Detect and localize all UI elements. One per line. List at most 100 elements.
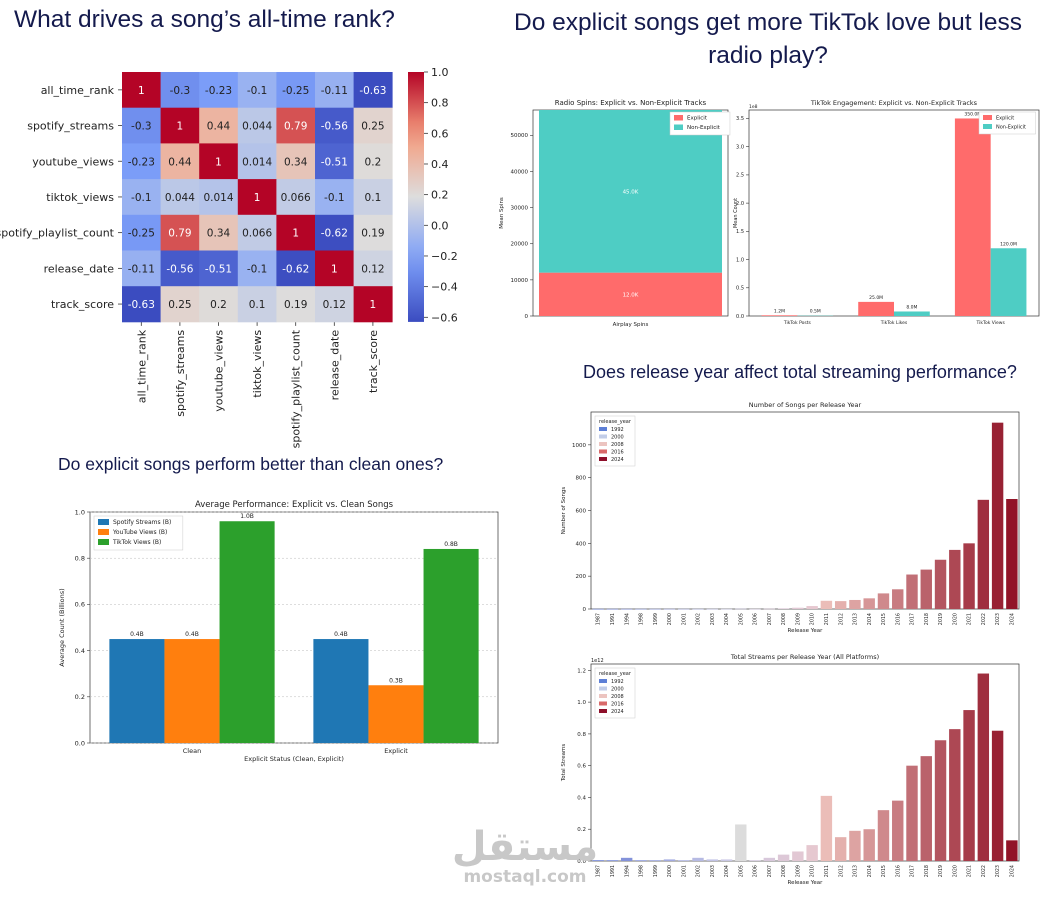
y-tick-label: 0.8 [577, 732, 586, 738]
heatmap-cell-label: 0.79 [284, 121, 307, 133]
year-bar [963, 710, 975, 861]
legend-label: 2024 [611, 457, 624, 463]
year-bar [720, 608, 733, 610]
year-bar [877, 810, 890, 861]
heatmap-col-label: track_score [367, 330, 380, 393]
x-tick-label: 1998 [639, 865, 645, 877]
x-tick-label: 2007 [767, 613, 773, 625]
heatmap-cell-label: -0.56 [166, 263, 193, 275]
year-bar [920, 756, 932, 861]
heatmap-cell-label: 0.25 [168, 299, 191, 311]
year-bar [977, 673, 990, 861]
x-tick-label: 2004 [724, 865, 730, 877]
bar-value-label: 8.0M [906, 304, 917, 310]
x-tick-label: 2023 [995, 865, 1001, 877]
x-tick-label: 1999 [653, 865, 659, 877]
x-tick-label: 2000 [667, 613, 673, 625]
y-axis-label: Mean Spins [499, 197, 505, 229]
x-tick-label: 2009 [795, 613, 801, 625]
year-bar [663, 859, 676, 861]
year-bar [692, 857, 704, 861]
heatmap-cell [122, 72, 161, 109]
bar-value-label: 45.0K [623, 189, 639, 195]
x-tick-label: 2004 [724, 613, 730, 625]
colorbar-tick-label: 0.0 [431, 219, 449, 232]
year-bar [1006, 840, 1018, 861]
legend-swatch [599, 701, 607, 706]
heatmap-cell [122, 214, 161, 251]
year-bar [592, 860, 604, 861]
heatmap-cell [276, 250, 316, 287]
y-tick-label: 800 [576, 476, 587, 482]
x-tick-label: 2015 [881, 865, 887, 877]
heatmap-cell [276, 286, 316, 323]
x-tick-label: 2008 [781, 865, 787, 877]
colorbar-tick-label: −0.4 [431, 281, 458, 294]
heatmap-cell-label: -0.25 [282, 85, 309, 97]
x-tick-label: 2022 [981, 613, 987, 625]
heatmap-cell [353, 286, 393, 323]
y-tick-label: 10000 [511, 278, 529, 284]
legend-title: release_year [599, 419, 632, 425]
heatmap-cell-label: -0.62 [282, 263, 309, 275]
heatmap-cell [353, 250, 393, 287]
year-bar [906, 765, 918, 861]
heatmap-cell-label: -0.1 [247, 263, 268, 275]
legend-label: 2000 [611, 435, 624, 441]
heatmap-cell [237, 72, 277, 109]
year-bar [849, 599, 861, 609]
y-tick-label: 600 [576, 508, 587, 514]
bar-value-label: 0.8B [444, 541, 458, 548]
heatmap-cell [315, 107, 354, 144]
heatmap-cell-label: -0.25 [128, 228, 155, 240]
x-tick-label: TikTok Views [976, 320, 1006, 326]
heatmap-cell [276, 107, 316, 144]
legend-swatch [983, 124, 992, 129]
legend-label: 1992 [611, 679, 624, 685]
legend-swatch [599, 449, 607, 454]
heatmap-cell-label: 0.1 [365, 192, 382, 204]
heatmap-cell-label: -0.1 [324, 192, 345, 204]
year-bar [820, 795, 833, 861]
legend-label: 2000 [611, 687, 624, 693]
heatmap-cell [199, 143, 239, 180]
heatmap-row-label: track_score [51, 298, 114, 311]
heatmap-cell [353, 214, 393, 251]
heatmap-cell [237, 107, 277, 144]
year-bar [977, 499, 990, 609]
y-tick-label: 0.0 [577, 859, 586, 865]
x-tick-label: Airplay Spins [613, 322, 649, 328]
heatmap-cell [276, 179, 316, 216]
x-tick-label: 2008 [781, 613, 787, 625]
year-bar [949, 549, 961, 609]
colorbar-tick-label: 0.6 [431, 127, 449, 140]
year-bar [892, 589, 904, 609]
heatmap-cell [237, 179, 277, 216]
y-tick-label: 0.5 [736, 286, 744, 292]
year-bar [877, 593, 890, 609]
bar [423, 548, 479, 743]
year-bar [720, 859, 733, 861]
year-bar [635, 860, 647, 861]
heatmap-cell [160, 107, 200, 144]
heatmap-cell-label: 0.19 [361, 228, 384, 240]
x-tick-label: 2014 [867, 865, 873, 877]
legend-label: 2024 [611, 709, 624, 715]
legend-label: Explicit [996, 115, 1014, 121]
heatmap-cell-label: -0.1 [131, 192, 152, 204]
y-tick-label: 0.0 [75, 739, 85, 747]
colorbar-tick-label: 0.4 [431, 158, 449, 171]
heatmap-cell-label: -0.56 [321, 121, 348, 133]
year-bar [777, 608, 790, 609]
chart-title: Number of Songs per Release Year [749, 401, 862, 409]
bar-explicit [761, 315, 798, 316]
y-tick-label: 1.2 [577, 668, 586, 674]
heatmap-cell-label: 0.34 [207, 228, 231, 240]
x-tick-label: 2007 [767, 865, 773, 877]
y-tick-label: 0.6 [75, 601, 85, 609]
year-bar [735, 608, 747, 610]
heatmap-cell [315, 286, 354, 323]
x-tick-label: 2013 [853, 865, 859, 877]
y-tick-label: 0.6 [577, 764, 586, 770]
heatmap-cell-label: 0.44 [168, 156, 192, 168]
